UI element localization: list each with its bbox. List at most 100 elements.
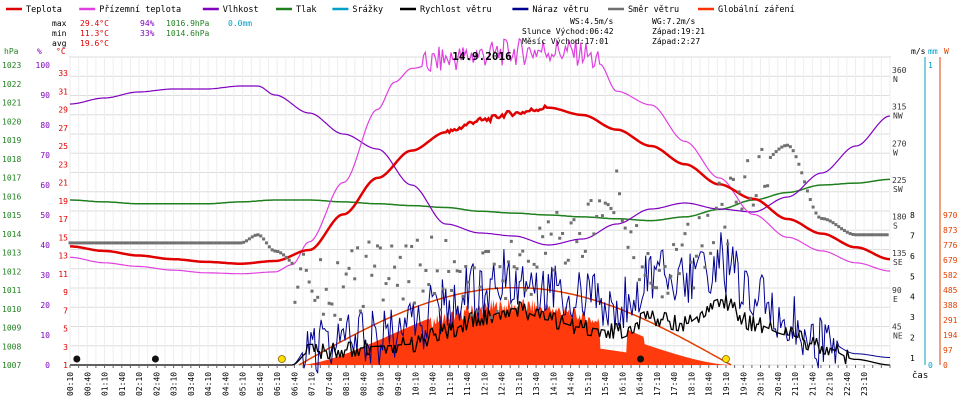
hpa-tick-label: 1021: [2, 99, 21, 108]
x-tick-label: 23:10: [860, 372, 869, 396]
wind-direction-mark: [475, 309, 479, 313]
info-sun: Slunce Východ:06:42: [522, 27, 614, 36]
wind-direction-mark: [205, 241, 209, 245]
wind-direction-mark: [532, 262, 536, 266]
wind-direction-mark: [646, 252, 650, 256]
wind-direction-mark: [395, 283, 399, 287]
wind-direction-mark: [882, 233, 886, 237]
wind-direction-mark: [435, 269, 439, 273]
wind-direction-mark: [711, 241, 715, 245]
wind-direction-mark: [410, 244, 414, 248]
wind-direction-mark: [495, 309, 499, 313]
x-tick-label: 17:10: [653, 372, 662, 396]
wind-direction-mark: [748, 196, 752, 200]
wind-direction-mark: [111, 241, 115, 245]
wind-direction-mark: [825, 218, 829, 222]
wind-direction-mark: [304, 268, 308, 272]
legend-label: Náraz větru: [532, 5, 588, 15]
pct-tick-label: 80: [40, 121, 50, 130]
pct-axis-title: %: [37, 47, 42, 56]
degc-tick-label: 3: [63, 343, 68, 352]
x-tick-label: 02:40: [152, 372, 161, 396]
wind-direction-mark: [99, 241, 103, 245]
w-tick-label: 970: [943, 211, 958, 220]
wind-direction-mark: [79, 241, 83, 245]
x-tick-label: 06:40: [290, 372, 299, 396]
wind-direction-mark: [478, 285, 482, 289]
wind-direction-mark: [541, 235, 545, 239]
wind-direction-mark: [492, 262, 496, 266]
wind-direction-mark: [85, 241, 89, 245]
x-tick-label: 18:40: [705, 372, 714, 396]
wind-direction-mark: [401, 297, 405, 301]
wind-direction-mark: [242, 240, 246, 244]
wind-direction-mark: [347, 266, 351, 270]
wind-direction-mark: [461, 295, 465, 299]
wind-direction-mark: [811, 205, 815, 209]
x-tick-label: 08:40: [359, 372, 368, 396]
wind-direction-mark: [629, 230, 633, 234]
wind-direction-mark: [489, 316, 493, 320]
wind-direction-mark: [877, 233, 881, 237]
stat-value: 1016.9hPa: [166, 19, 210, 28]
wind-direction-mark: [618, 192, 622, 196]
wind-direction-mark: [190, 241, 194, 245]
pct-tick-label: 10: [40, 331, 50, 340]
wind-direction-mark: [703, 265, 707, 269]
sun-marker: [277, 355, 286, 363]
wind-direction-mark: [546, 220, 550, 224]
legend-label: Vlhkost: [223, 5, 259, 15]
wind-direction-mark: [413, 301, 417, 305]
dir-tick-label: E: [893, 295, 898, 304]
x-tick-label: 20:10: [757, 372, 766, 396]
x-tick-label: 04:10: [204, 372, 213, 396]
stat-value: 11.3°C: [80, 29, 109, 38]
wind-direction-mark: [635, 224, 639, 228]
hpa-tick-label: 1013: [2, 249, 21, 258]
wind-direction-mark: [168, 241, 172, 245]
hpa-tick-label: 1023: [2, 61, 21, 70]
wind-direction-mark: [763, 184, 767, 188]
degc-tick-label: 15: [58, 233, 68, 242]
mm-tick-label: 0: [928, 361, 933, 370]
wind-direction-mark: [455, 269, 459, 273]
wind-direction-mark: [310, 289, 314, 293]
wind-direction-mark: [771, 152, 775, 156]
wind-direction-mark: [233, 241, 237, 245]
wind-direction-mark: [674, 247, 678, 251]
hpa-tick-label: 1008: [2, 342, 21, 351]
x-tick-label: 14:10: [549, 372, 558, 396]
wind-direction-mark: [319, 258, 323, 262]
wind-direction-mark: [68, 241, 72, 245]
stat-value: max: [52, 19, 67, 28]
wind-direction-mark: [253, 233, 257, 237]
wind-direction-mark: [521, 249, 525, 253]
wind-direction-mark: [219, 241, 223, 245]
wind-direction-mark: [868, 233, 872, 237]
wind-direction-mark: [438, 308, 442, 312]
wind-direction-mark: [390, 244, 394, 248]
wind-direction-mark: [657, 268, 661, 272]
degc-tick-label: 7: [63, 306, 68, 315]
wind-direction-mark: [543, 251, 547, 255]
x-tick-label: 09:10: [377, 372, 386, 396]
w-tick-label: 194: [943, 331, 958, 340]
wind-direction-mark: [677, 272, 681, 276]
wind-direction-mark: [481, 251, 485, 255]
mm-axis-title: mm: [928, 47, 938, 56]
wind-direction-mark: [171, 241, 174, 245]
wind-direction-mark: [116, 241, 120, 245]
wind-direction-mark: [865, 233, 869, 237]
ground-temperature-line: [69, 37, 890, 275]
x-tick-label: 05:10: [239, 372, 248, 396]
wind-direction-mark: [196, 241, 200, 245]
wind-direction-mark: [549, 232, 553, 236]
wind-direction-mark: [757, 155, 761, 159]
sun-marker: [722, 355, 730, 363]
x-tick-label: 01:10: [101, 372, 110, 396]
degc-tick-label: 29: [58, 106, 68, 115]
wind-direction-mark: [686, 222, 690, 226]
stat-value: 19.6°C: [80, 39, 109, 48]
chart-title: 14.9.2016: [452, 50, 512, 63]
wind-direction-mark: [595, 215, 599, 219]
